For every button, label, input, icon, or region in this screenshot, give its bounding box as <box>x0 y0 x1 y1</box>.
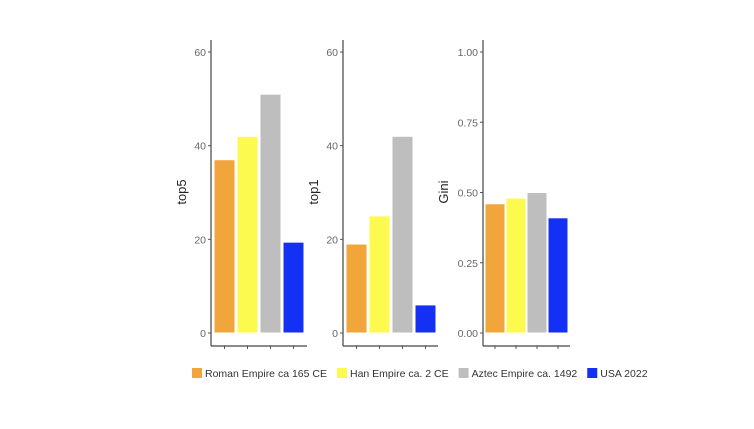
y-tick-label: 40 <box>326 141 338 153</box>
y-tick-label: 0.75 <box>458 117 479 129</box>
bar-top5-1 <box>213 159 236 334</box>
bar-Gini-3 <box>526 192 548 334</box>
bar-top5-4 <box>282 241 305 334</box>
legend-swatch <box>458 368 469 378</box>
y-axis-label: top1 <box>306 179 321 204</box>
y-tick-label: 0.00 <box>458 328 479 340</box>
legend-label: Han Empire ca. 2 CE <box>350 368 449 380</box>
legend-label: USA 2022 <box>600 368 647 380</box>
y-axis-label: top5 <box>174 179 189 204</box>
bar-top1-1 <box>345 243 368 334</box>
bar-top5-3 <box>259 93 282 334</box>
legend-swatch <box>336 368 347 378</box>
bar-top5-2 <box>236 135 259 334</box>
y-tick-label: 40 <box>194 141 206 153</box>
legend-swatch <box>192 368 202 378</box>
y-axis-label: Gini <box>436 180 451 203</box>
legend-label: Aztec Empire ca. 1492 <box>472 368 578 380</box>
y-tick-label: 1.00 <box>458 47 479 59</box>
legend-label: Roman Empire ca 165 CE <box>205 368 327 380</box>
bar-Gini-2 <box>505 197 527 334</box>
bar-top1-3 <box>391 135 414 334</box>
bar-top1-2 <box>368 215 391 334</box>
y-tick-label: 0.50 <box>458 188 479 200</box>
bar-Gini-1 <box>484 203 506 334</box>
y-tick-label: 0 <box>332 328 338 340</box>
y-tick-label: 20 <box>194 234 206 246</box>
y-tick-label: 60 <box>194 47 206 59</box>
y-tick-label: 60 <box>326 47 338 59</box>
bar-Gini-4 <box>547 217 569 334</box>
legend-swatch <box>587 368 598 378</box>
y-tick-label: 0.25 <box>458 258 479 270</box>
bar-top1-4 <box>414 304 437 334</box>
y-tick-label: 0 <box>200 328 206 340</box>
y-tick-label: 20 <box>326 234 338 246</box>
